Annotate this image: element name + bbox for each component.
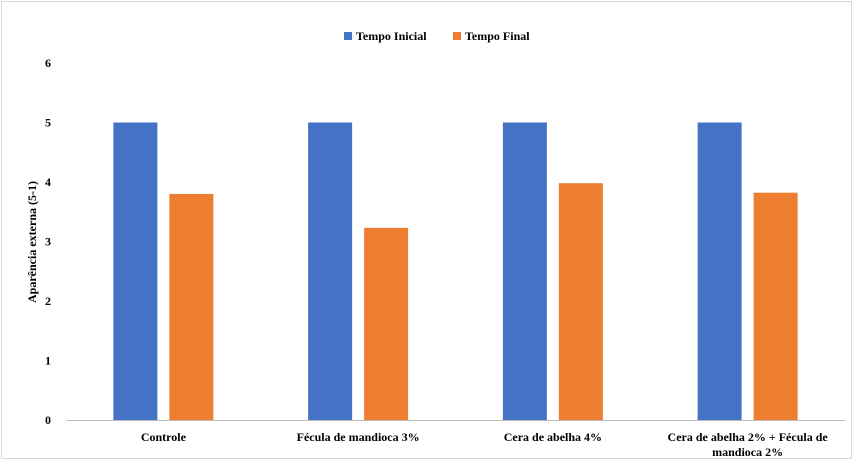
legend-label: Tempo Final	[465, 29, 530, 43]
y-tick-label: 2	[45, 294, 51, 308]
legend: Tempo Inicial Tempo Final	[344, 29, 530, 43]
bar-tempo-inicial-4	[697, 122, 742, 420]
legend-swatch	[344, 32, 352, 40]
x-tick-label: Controle	[141, 430, 187, 444]
y-tick-label: 0	[45, 413, 51, 427]
x-axis: Controle Fécula de mandioca 3% Cera de abe…	[66, 420, 845, 459]
bar-tempo-inicial-2	[308, 122, 353, 420]
bar-tempo-final-2	[364, 227, 409, 420]
bar-tempo-final-4	[753, 192, 798, 420]
x-tick-label: Cera de abelha 2% + Fécula de	[668, 430, 829, 444]
y-axis-label: Aparência externa (5-1)	[25, 181, 39, 303]
legend-swatch	[453, 32, 461, 40]
bar-tempo-final-1	[169, 193, 214, 420]
y-tick-label: 1	[45, 354, 51, 368]
y-tick-label: 5	[45, 116, 51, 130]
bar-tempo-final-3	[558, 183, 603, 420]
y-axis: 0 1 2 3 4 5 6	[45, 56, 51, 427]
x-tick-label: Fécula de mandioca 3%	[297, 430, 420, 444]
y-tick-label: 3	[45, 235, 51, 249]
x-tick-label: mandioca 2%	[712, 445, 783, 459]
y-tick-label: 6	[45, 56, 51, 70]
x-tick-label: Cera de abelha 4%	[504, 430, 602, 444]
bar-tempo-inicial-3	[502, 122, 547, 420]
legend-label: Tempo Inicial	[356, 29, 427, 43]
bar-tempo-inicial-1	[113, 122, 158, 420]
bars	[113, 122, 798, 420]
y-tick-label: 4	[45, 175, 51, 189]
